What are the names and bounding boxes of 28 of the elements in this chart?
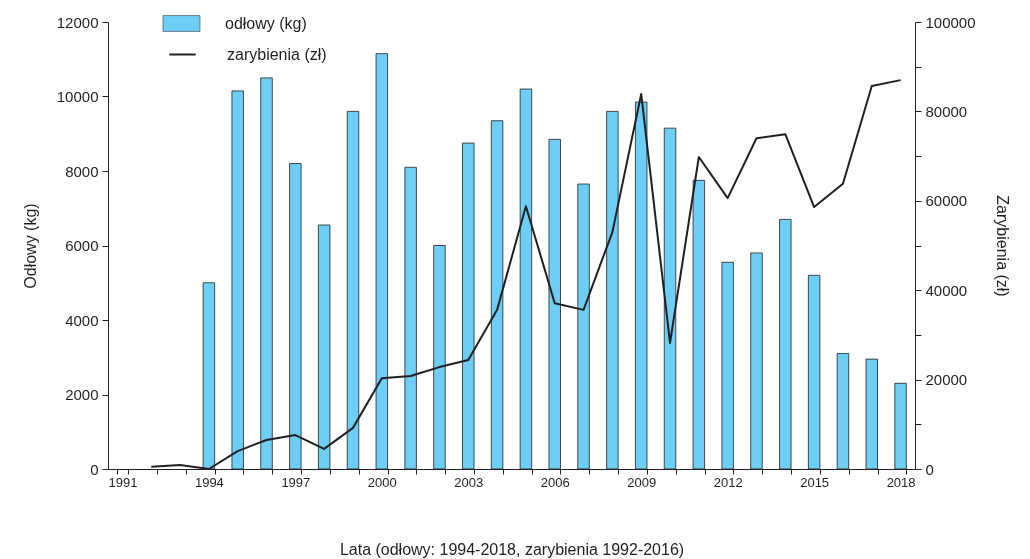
y-tick-label: 12000 <box>56 13 99 31</box>
x-tick-label: 2006 <box>540 474 570 490</box>
y2-tick-label: 60000 <box>925 192 968 210</box>
y-tick-label: 0 <box>90 460 99 478</box>
y2-tick-label: 80000 <box>925 102 968 120</box>
y2-tick-label: 0 <box>925 460 934 478</box>
y2-tick-label: 20000 <box>925 371 968 389</box>
y2-tick-label: 40000 <box>925 281 968 299</box>
y-tick-label: 8000 <box>65 162 99 180</box>
x-axis-title: Lata (odłowy: 1994-2018, zarybienia 1992-2016) <box>339 540 685 558</box>
legend-label: odłowy (kg) <box>225 14 307 32</box>
x-tick-label: 2015 <box>800 474 830 490</box>
y-tick-label: 6000 <box>65 237 99 254</box>
y2-tick-label: 100000 <box>925 13 976 31</box>
y-tick-label: 10000 <box>56 88 99 105</box>
y-axis-title: Odłowy (kg) <box>21 203 39 289</box>
x-tick-label: 2012 <box>713 474 743 490</box>
legend-label: zarybienia (zł) <box>227 45 327 63</box>
x-tick-label: 2003 <box>454 474 484 490</box>
x-tick-label: 2000 <box>367 474 397 490</box>
x-tick-label: 1991 <box>108 474 138 490</box>
x-tick-label: 1994 <box>194 474 224 490</box>
y2-axis-title: Zarybienia (zł) <box>993 195 1011 297</box>
x-tick-label: 2018 <box>886 474 916 490</box>
x-tick-label: 1997 <box>281 474 311 490</box>
y-tick-label: 2000 <box>65 386 99 403</box>
y-tick-label: 4000 <box>65 311 99 329</box>
x-tick-label: 2009 <box>627 474 657 490</box>
